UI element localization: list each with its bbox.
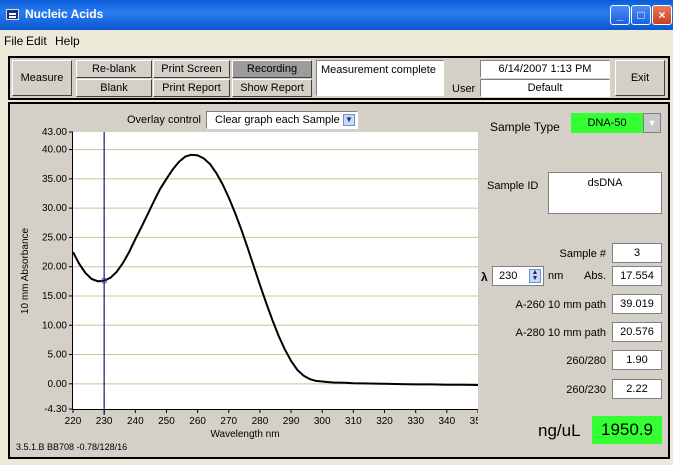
y-tick-label: 40.00 — [42, 145, 67, 156]
maximize-button[interactable]: □ — [631, 5, 651, 25]
title-bar[interactable]: Nucleic Acids _ □ × — [0, 0, 673, 30]
a280-label: A-280 10 mm path — [515, 327, 607, 339]
ratio-260-280-value: 1.90 — [612, 350, 662, 370]
absorbance-chart: 43.00 40.00 35.00 30.00 25.00 20.00 15.00 10.00… — [20, 127, 478, 440]
spin-arrows-icon[interactable]: ▲ ▼ — [529, 269, 541, 283]
window-title: Nucleic Acids — [25, 7, 104, 21]
overlay-control-value: Clear graph each Sample — [215, 114, 340, 126]
user-label: User — [452, 83, 476, 95]
nm-label: nm — [548, 270, 564, 282]
minimize-button[interactable]: _ — [610, 5, 630, 25]
menu-help[interactable]: Help — [55, 34, 80, 48]
status-field: Measurement complete — [316, 60, 444, 96]
chevron-down-icon[interactable]: ▼ — [343, 114, 355, 126]
absorbance-series-line — [72, 153, 478, 386]
y-tick-label: 20.00 — [42, 262, 67, 273]
y-tick-label: 25.00 — [42, 232, 67, 243]
y-axis-label: 10 mm Absorbance — [20, 227, 31, 314]
sample-type-select[interactable]: DNA-50 ▼ — [571, 113, 661, 133]
overlay-control-label: Overlay control — [127, 114, 201, 126]
x-tick-label: 270 — [220, 416, 237, 427]
version-footer: 3.5.1.B BB708 -0.78/128/16 — [16, 442, 128, 452]
x-axis-label: Wavelength nm — [210, 429, 279, 440]
sample-number-label: Sample # — [559, 248, 606, 260]
x-tick-label: 230 — [96, 416, 113, 427]
sample-number-field: 3 — [612, 243, 662, 263]
print-screen-button[interactable]: Print Screen — [153, 60, 230, 78]
wavelength-stepper[interactable]: 230 ▲ ▼ — [492, 266, 544, 286]
y-tick-label: 15.00 — [42, 291, 67, 302]
y-tick-label: 43.00 — [42, 127, 67, 138]
exit-button[interactable]: Exit — [615, 60, 665, 96]
plot-area — [73, 132, 478, 409]
y-tick-label: 10.00 — [42, 320, 67, 331]
recording-button[interactable]: Recording — [232, 60, 312, 78]
a260-label: A-260 10 mm path — [515, 299, 607, 311]
x-tick-label: 350 — [470, 416, 478, 427]
close-button[interactable]: × — [652, 5, 672, 25]
menu-bar: File Edit Help — [0, 30, 673, 52]
reblank-button[interactable]: Re-blank — [76, 60, 152, 78]
measure-button[interactable]: Measure — [12, 60, 72, 96]
y-tick-label: 35.00 — [42, 174, 67, 185]
toolbar: Measure Re-blank Blank Print Screen Prin… — [8, 56, 670, 100]
x-tick-label: 220 — [65, 416, 82, 427]
sample-type-label: Sample Type — [490, 120, 560, 134]
user-field[interactable]: Default — [480, 79, 610, 97]
chevron-down-icon[interactable]: ▼ — [643, 113, 661, 133]
blank-button[interactable]: Blank — [76, 79, 152, 97]
x-tick-label: 260 — [189, 416, 206, 427]
print-report-button[interactable]: Print Report — [153, 79, 230, 97]
y-tick-label: -4.30 — [44, 404, 67, 415]
x-tick-label: 310 — [345, 416, 362, 427]
a280-value: 20.576 — [612, 322, 662, 342]
app-icon — [6, 9, 19, 20]
x-tick-label: 250 — [158, 416, 175, 427]
x-tick-label: 280 — [252, 416, 269, 427]
concentration-label: ng/uL — [538, 421, 581, 440]
ratio-260-230-label: 260/230 — [566, 384, 606, 396]
abs-value: 17.554 — [612, 266, 662, 286]
ratio-260-230-value: 2.22 — [612, 379, 662, 399]
wavelength-value: 230 — [499, 270, 518, 282]
marker-point — [101, 277, 108, 284]
menu-edit[interactable]: Edit — [26, 34, 47, 48]
datetime-field: 6/14/2007 1:13 PM — [480, 60, 610, 78]
sample-id-label: Sample ID — [487, 180, 539, 192]
overlay-control-select[interactable]: Clear graph each Sample ▼ — [206, 111, 358, 129]
lambda-icon: λ — [481, 270, 488, 284]
concentration-value: 1950.9 — [592, 416, 662, 444]
x-tick-label: 290 — [283, 416, 300, 427]
x-tick-label: 240 — [127, 416, 144, 427]
y-tick-label: 30.00 — [42, 203, 67, 214]
x-tick-label: 300 — [314, 416, 331, 427]
x-tick-label: 330 — [407, 416, 424, 427]
abs-label: Abs. — [583, 270, 606, 282]
ratio-260-280-label: 260/280 — [566, 355, 606, 367]
y-tick-label: 5.00 — [48, 350, 68, 361]
x-tick-label: 340 — [439, 416, 456, 427]
show-report-button[interactable]: Show Report — [232, 79, 312, 97]
sample-type-value: DNA-50 — [571, 113, 643, 133]
x-tick-label: 320 — [376, 416, 393, 427]
sample-id-field[interactable]: dsDNA — [548, 172, 662, 214]
a260-value: 39.019 — [612, 294, 662, 314]
y-tick-label: 0.00 — [48, 379, 68, 390]
menu-file[interactable]: File — [4, 34, 24, 48]
